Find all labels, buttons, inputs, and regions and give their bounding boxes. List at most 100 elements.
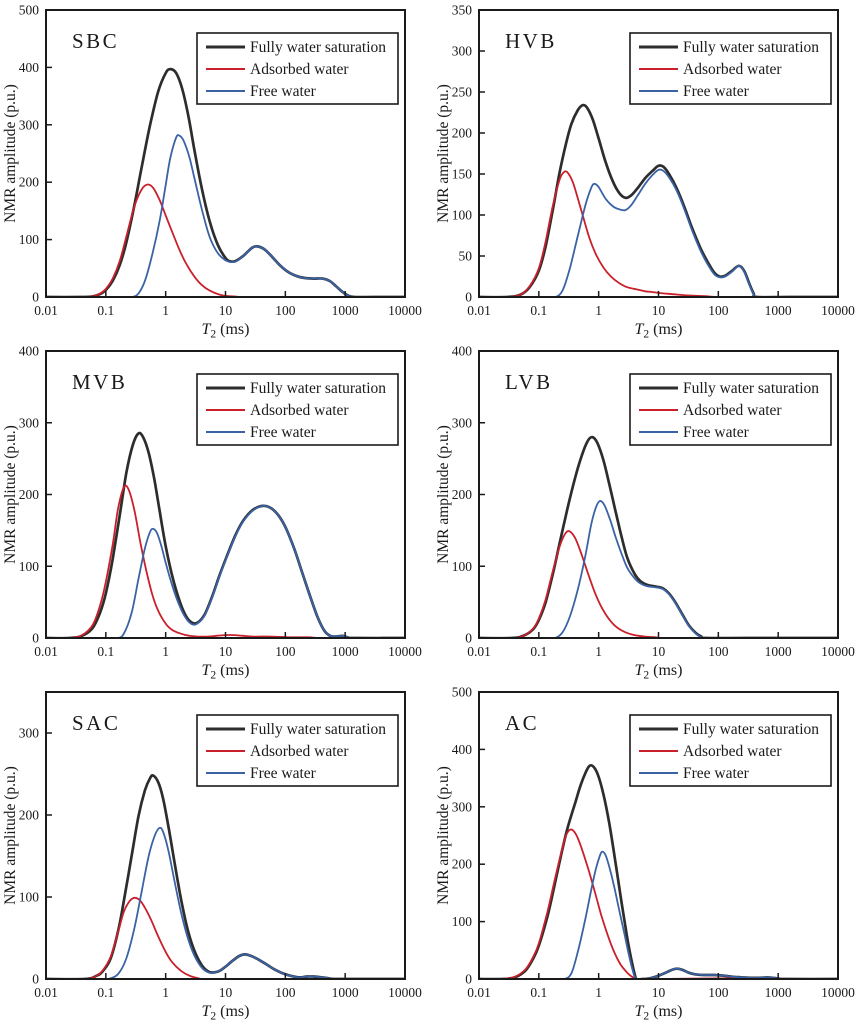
y-tick-label: 0: [465, 972, 472, 987]
x-tick-label: 0.1: [97, 644, 114, 659]
y-tick-label: 200: [19, 487, 40, 502]
x-tick-label: 100: [275, 303, 296, 318]
panel-label: SAC: [72, 711, 120, 735]
x-tick-label: 10: [652, 303, 666, 318]
chart-sac: 0.01 0.1 1 10 100 1000 10000 0 100 200 300 SAC NMR a…: [2, 691, 422, 1022]
legend-label: Free water: [683, 424, 750, 441]
x-axis-label: T2 (ms): [635, 1003, 683, 1022]
panel-sac: 0.01 0.1 1 10 100 1000 10000 0 100 200 300 SAC NMR a…: [0, 682, 433, 1024]
panel-lvb: 0.01 0.1 1 10 100 1000 10000 0 100 200 300 400 LVB NM…: [433, 341, 865, 682]
chart-ac: 0.01 0.1 1 10 100 1000 10000 0 100 200 300 400 500 AC…: [435, 685, 855, 1023]
legend-label: Fully water saturation: [683, 721, 819, 738]
legend-entry-free-water: Free water: [206, 765, 317, 782]
y-tick-label: 250: [452, 85, 473, 100]
y-axis-label: NMR amplitude (p.u.): [435, 425, 452, 564]
legend-entry-fully-water-saturation: Fully water saturation: [639, 380, 819, 397]
x-tick-label: 0.01: [467, 644, 491, 659]
x-axis-label: T2 (ms): [202, 662, 250, 681]
panel-sbc: 0.01 0.1 1 10 100 1000 10000 0 100 200 300 400 500 SB…: [0, 0, 433, 341]
y-axis-label: NMR amplitude (p.u.): [2, 84, 19, 223]
x-tick-label: 10000: [388, 644, 422, 659]
panel-ac: 0.01 0.1 1 10 100 1000 10000 0 100 200 300 400 500 AC…: [433, 682, 865, 1024]
x-tick-label: 0.1: [530, 644, 547, 659]
legend-box: [629, 373, 832, 446]
curves: [478, 103, 838, 298]
legend-label: Fully water saturation: [250, 721, 386, 738]
x-tick-label: 0.1: [530, 303, 547, 318]
legend-label: Free water: [250, 83, 317, 100]
y-tick-label: 500: [452, 685, 473, 700]
x-tick-label: 0.01: [34, 303, 58, 318]
x-tick-label: 1000: [332, 303, 359, 318]
panel-label: AC: [505, 711, 539, 735]
chart-mvb: 0.01 0.1 1 10 100 1000 10000 0 100 200 300 400 MVB NM…: [2, 344, 422, 682]
legend-entry-free-water: Free water: [639, 765, 750, 782]
curve-adsorbed-water: [45, 183, 405, 298]
legend: Fully water saturation Adsorbed water Free…: [196, 714, 399, 787]
y-tick-label: 300: [19, 726, 40, 741]
legend-label: Fully water saturation: [250, 39, 386, 56]
panel-label: LVB: [505, 370, 553, 394]
x-axis-label: T2 (ms): [202, 321, 250, 340]
chart-sbc: 0.01 0.1 1 10 100 1000 10000 0 100 200 300 400 500 SB…: [2, 3, 422, 341]
x-tick-label: 10000: [821, 303, 855, 318]
x-tick-label: 10000: [821, 644, 855, 659]
legend-label: Adsorbed water: [250, 402, 349, 419]
x-tick-label: 0.01: [467, 303, 491, 318]
curve-adsorbed-water: [478, 170, 838, 298]
x-tick-label: 100: [275, 985, 296, 1000]
x-tick-label: 10000: [388, 985, 422, 1000]
y-tick-label: 400: [19, 60, 40, 75]
x-tick-label: 1000: [332, 644, 359, 659]
y-tick-label: 0: [32, 972, 39, 987]
legend-entry-free-water: Free water: [206, 83, 317, 100]
legend-entry-fully-water-saturation: Fully water saturation: [206, 380, 386, 397]
y-tick-label: 100: [19, 232, 40, 247]
y-tick-label: 400: [19, 344, 40, 359]
curve-fully-water-saturation: [45, 774, 405, 980]
panel-hvb: 0.01 0.1 1 10 100 1000 10000 0 50 100 150 200 250 300…: [433, 0, 865, 341]
legend: Fully water saturation Adsorbed water Free…: [629, 32, 832, 105]
x-axis-label: T2 (ms): [635, 321, 683, 340]
curve-free-water: [479, 500, 838, 639]
x-axis-label: T2 (ms): [202, 1003, 250, 1022]
y-tick-label: 400: [452, 742, 473, 757]
x-tick-label: 10000: [821, 985, 855, 1000]
y-tick-label: 0: [465, 631, 472, 646]
y-tick-label: 200: [452, 857, 473, 872]
panel-mvb: 0.01 0.1 1 10 100 1000 10000 0 100 200 300 400 MVB NM…: [0, 341, 433, 682]
y-tick-label: 100: [452, 208, 473, 223]
legend-label: Free water: [683, 765, 750, 782]
x-tick-label: 10000: [388, 303, 422, 318]
legend-entry-free-water: Free water: [206, 424, 317, 441]
legend-entry-fully-water-saturation: Fully water saturation: [206, 721, 386, 738]
legend-label: Free water: [250, 765, 317, 782]
legend-label: Adsorbed water: [683, 743, 782, 760]
y-tick-label: 200: [452, 126, 473, 141]
x-tick-label: 0.01: [34, 644, 58, 659]
x-tick-label: 10: [652, 985, 666, 1000]
legend-label: Adsorbed water: [250, 61, 349, 78]
curve-adsorbed-water: [478, 530, 838, 639]
y-tick-label: 100: [452, 559, 473, 574]
legend-label: Free water: [250, 424, 317, 441]
panel-label: HVB: [505, 29, 557, 53]
legend-entry-adsorbed-water: Adsorbed water: [639, 402, 782, 419]
y-axis-label: NMR amplitude (p.u.): [435, 84, 452, 223]
y-tick-label: 100: [19, 559, 40, 574]
x-tick-label: 100: [708, 644, 729, 659]
x-tick-label: 1000: [765, 985, 792, 1000]
legend-label: Adsorbed water: [683, 402, 782, 419]
legend-label: Fully water saturation: [250, 380, 386, 397]
curves: [45, 431, 406, 639]
legend: Fully water saturation Adsorbed water Free…: [629, 373, 832, 446]
y-tick-label: 100: [19, 890, 40, 905]
y-tick-label: 300: [19, 415, 40, 430]
curve-free-water: [46, 504, 406, 639]
x-tick-label: 0.1: [530, 985, 547, 1000]
y-tick-label: 300: [452, 415, 473, 430]
x-tick-label: 0.01: [467, 985, 491, 1000]
curve-fully-water-saturation: [478, 435, 838, 639]
x-tick-label: 1000: [765, 644, 792, 659]
